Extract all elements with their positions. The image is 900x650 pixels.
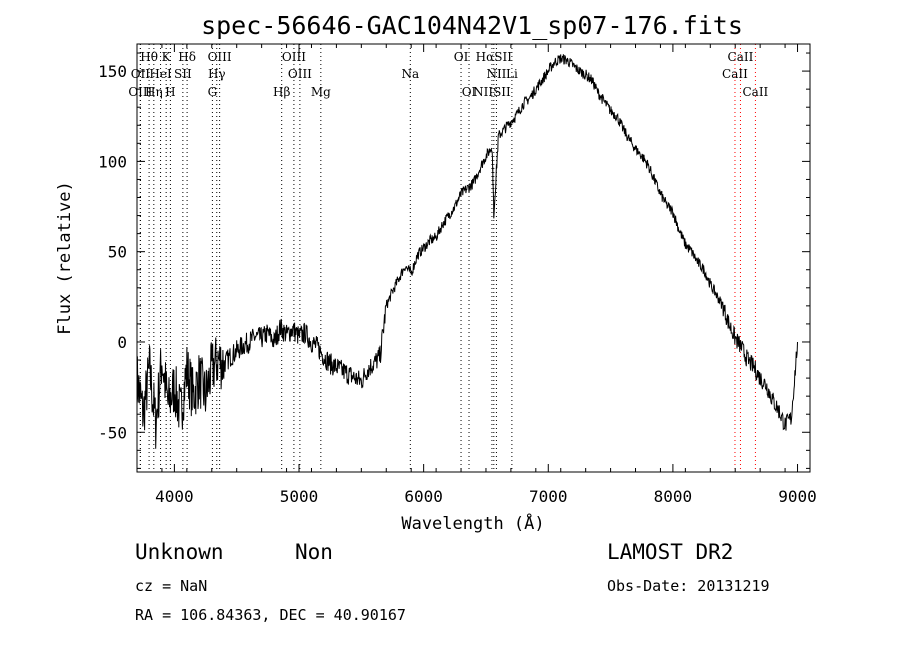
spectral-line-label: Mg bbox=[311, 85, 331, 99]
spectral-line-label: OIII bbox=[128, 85, 152, 99]
spectral-line-label: OI bbox=[454, 50, 469, 64]
spectral-line-label: K bbox=[162, 50, 172, 64]
x-tick-label: 4000 bbox=[155, 487, 194, 506]
spectral-line-label: Na bbox=[401, 67, 419, 81]
spectral-line-label: Hδ bbox=[178, 50, 196, 64]
survey-name: LAMOST DR2 bbox=[607, 540, 733, 564]
spectral-line-label: Hγ bbox=[208, 67, 226, 81]
x-tick-label: 5000 bbox=[280, 487, 319, 506]
spectral-line-labels: Hθ K Hδ OIII OIII OI HαSII CaII OII HeI SII Hγ OIII N… bbox=[128, 50, 768, 99]
spectral-line-label: Hθ bbox=[140, 50, 158, 64]
object-class: Unknown bbox=[135, 540, 224, 564]
redshift-value: cz = NaN bbox=[135, 577, 207, 595]
x-tick-label: 8000 bbox=[654, 487, 693, 506]
spectral-line-label: NII bbox=[486, 67, 506, 81]
x-axis-ticks: 4000 5000 6000 7000 8000 9000 bbox=[136, 44, 817, 506]
spectral-line-label: HαSII bbox=[476, 50, 513, 64]
spectral-line-label: OII bbox=[131, 67, 151, 81]
spectral-line-label: OIII bbox=[288, 67, 312, 81]
spectral-line-label: OIII bbox=[208, 50, 232, 64]
y-tick-label: 50 bbox=[108, 243, 127, 262]
spectral-line-label: Hβ bbox=[273, 85, 290, 99]
y-axis-label: Flux (relative) bbox=[55, 181, 75, 335]
spectrum-series-line bbox=[136, 54, 798, 449]
spectral-line-markers bbox=[139, 44, 756, 472]
y-tick-label: 100 bbox=[98, 152, 127, 171]
spectral-line-label: OI bbox=[462, 85, 477, 99]
spectral-line-label: OIII bbox=[282, 50, 306, 64]
spectral-line-label: Li bbox=[506, 67, 518, 81]
x-axis-label: Wavelength (Å) bbox=[401, 512, 544, 534]
spectral-line-label: H bbox=[165, 85, 175, 99]
sky-coordinates: RA = 106.84363, DEC = 40.90167 bbox=[135, 606, 406, 624]
y-tick-label: 0 bbox=[117, 333, 127, 352]
spectral-line-label: G bbox=[208, 85, 218, 99]
spectral-line-label: SII bbox=[174, 67, 192, 81]
spectral-line-label: Hη bbox=[145, 85, 163, 99]
y-tick-label: 150 bbox=[98, 62, 127, 81]
y-axis-ticks: -50 0 50 100 150 bbox=[98, 52, 810, 469]
y-tick-label: -50 bbox=[98, 423, 127, 442]
observation-date: Obs-Date: 20131219 bbox=[607, 577, 770, 595]
plot-frame bbox=[136, 43, 811, 473]
spectral-line-label: CaII bbox=[728, 50, 754, 64]
object-subclass: Non bbox=[295, 540, 333, 564]
spectral-line-label: NIISII bbox=[473, 85, 511, 99]
spectral-line-label: CaII bbox=[742, 85, 768, 99]
spectral-line-label: CaII bbox=[722, 67, 748, 81]
spectral-line-label: HeI bbox=[149, 67, 172, 81]
x-tick-label: 9000 bbox=[778, 487, 817, 506]
x-tick-label: 7000 bbox=[529, 487, 568, 506]
chart-title: spec-56646-GAC104N42V1_sp07-176.fits bbox=[201, 11, 743, 40]
x-tick-label: 6000 bbox=[404, 487, 443, 506]
